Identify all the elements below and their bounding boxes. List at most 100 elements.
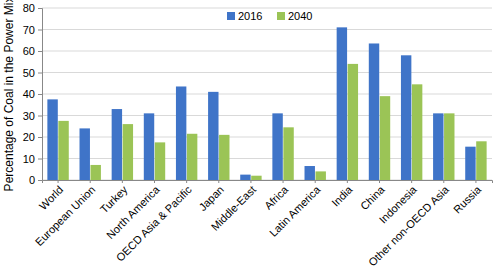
x-tick-label: Latin America [267,183,323,239]
y-tick-mark [38,116,42,117]
grid-line [42,94,492,95]
x-tick: Japan [196,180,226,213]
bar [433,113,443,180]
bars [47,27,486,180]
grid-line [42,51,492,52]
x-tick-mark [122,180,123,183]
grid-line [42,115,492,116]
y-axis-title: Percentage of Coal in the Power Mix [2,0,16,191]
y-tick-mark [38,51,42,52]
bar [208,92,218,180]
y-tick: 50 [23,67,42,79]
x-tick: Middle-East [209,180,259,233]
y-tick-label: 0 [29,174,35,186]
bar [369,43,379,180]
y-axis-line [38,9,43,181]
bar [272,113,282,180]
y-tick: 30 [23,110,42,122]
grid [42,8,492,180]
x-tick-label: Middle-East [209,183,259,233]
plot: 0 10 20 30 40 50 60 70 80 WorldEuropean UnionTurk… [23,2,493,268]
y-tick-label: 50 [23,67,35,79]
x-tick-mark [443,180,444,183]
x-tick: Africa [262,180,291,212]
y-tick-mark [38,137,42,138]
x-tick-mark [475,180,476,183]
bar [123,124,133,180]
x-tick-label: OECD Asia & Pacific [114,183,195,264]
x-tick: OECD Asia & Pacific [114,180,195,264]
x-tick-label: North America [104,183,162,241]
x-tick: Latin America [267,180,323,239]
y-tick: 0 [29,174,42,186]
x-tick-mark [154,180,155,183]
bar [80,128,90,180]
bar [219,135,229,180]
y-tick: 80 [23,2,42,14]
x-tick-label: Japan [196,183,226,213]
y-tick: 20 [23,131,42,143]
grid-line [42,137,492,138]
bar [176,86,186,180]
x-tick: Turkey [98,180,130,215]
y-tick-mark [38,8,42,9]
y-tick: 40 [23,88,42,100]
bar [112,109,122,180]
y-tick: 70 [23,24,42,36]
x-tick-label: India [329,183,355,209]
legend: 2016 2040 [227,10,312,22]
x-tick-label: Other non-OECD Asia [366,183,452,269]
bar [401,55,411,180]
bar [155,142,165,180]
x-tick-mark [379,180,380,183]
y-tick-label: 80 [23,2,35,14]
y-tick-mark [38,30,42,31]
y-tick-mark [38,94,42,95]
y-tick-mark [38,159,42,160]
x-tick: World [37,180,66,212]
x-tick: India [329,180,355,209]
bar [380,96,390,180]
x-tick-mark [58,180,59,183]
y-tick-label: 10 [23,153,35,165]
bar-series [47,27,475,180]
bar [187,134,197,180]
x-tick-mark [250,180,251,183]
grid-line [42,72,492,73]
x-tick-label: Africa [262,183,291,212]
x-tick-label: World [37,183,66,212]
x-tick-mark [218,180,219,183]
grid-line [42,8,492,9]
x-tick: Russia [451,180,484,216]
y-tick: 10 [23,153,42,165]
legend-swatch [277,12,285,20]
y-tick-label: 70 [23,24,35,36]
bar [315,171,325,180]
legend-label: 2040 [288,10,312,22]
bar [444,113,454,180]
x-tick-label: Russia [451,183,484,216]
legend-swatch [227,12,235,20]
x-tick-mark [186,180,187,183]
y-tick-label: 30 [23,110,35,122]
grid-line [42,29,492,30]
bar [476,141,486,180]
x-tick-mark [315,180,316,183]
x-axis-line [43,181,493,184]
y-tick: 60 [23,45,42,57]
bar [412,84,422,180]
x-tick-label: European Union [33,183,98,248]
x-tick: European Union [33,180,98,248]
y-tick-label: 60 [23,45,35,57]
grid-line [42,158,492,159]
legend-item: 2016 [227,10,262,22]
x-axis: WorldEuropean UnionTurkeyNorth AmericaOE… [33,180,493,268]
bar [348,64,358,180]
bar [240,175,250,180]
y-tick-mark [38,73,42,74]
legend-item: 2040 [277,10,312,22]
x-tick: Other non-OECD Asia [366,180,452,268]
bar [90,165,100,180]
y-tick-label: 40 [23,88,35,100]
bar [47,99,57,180]
